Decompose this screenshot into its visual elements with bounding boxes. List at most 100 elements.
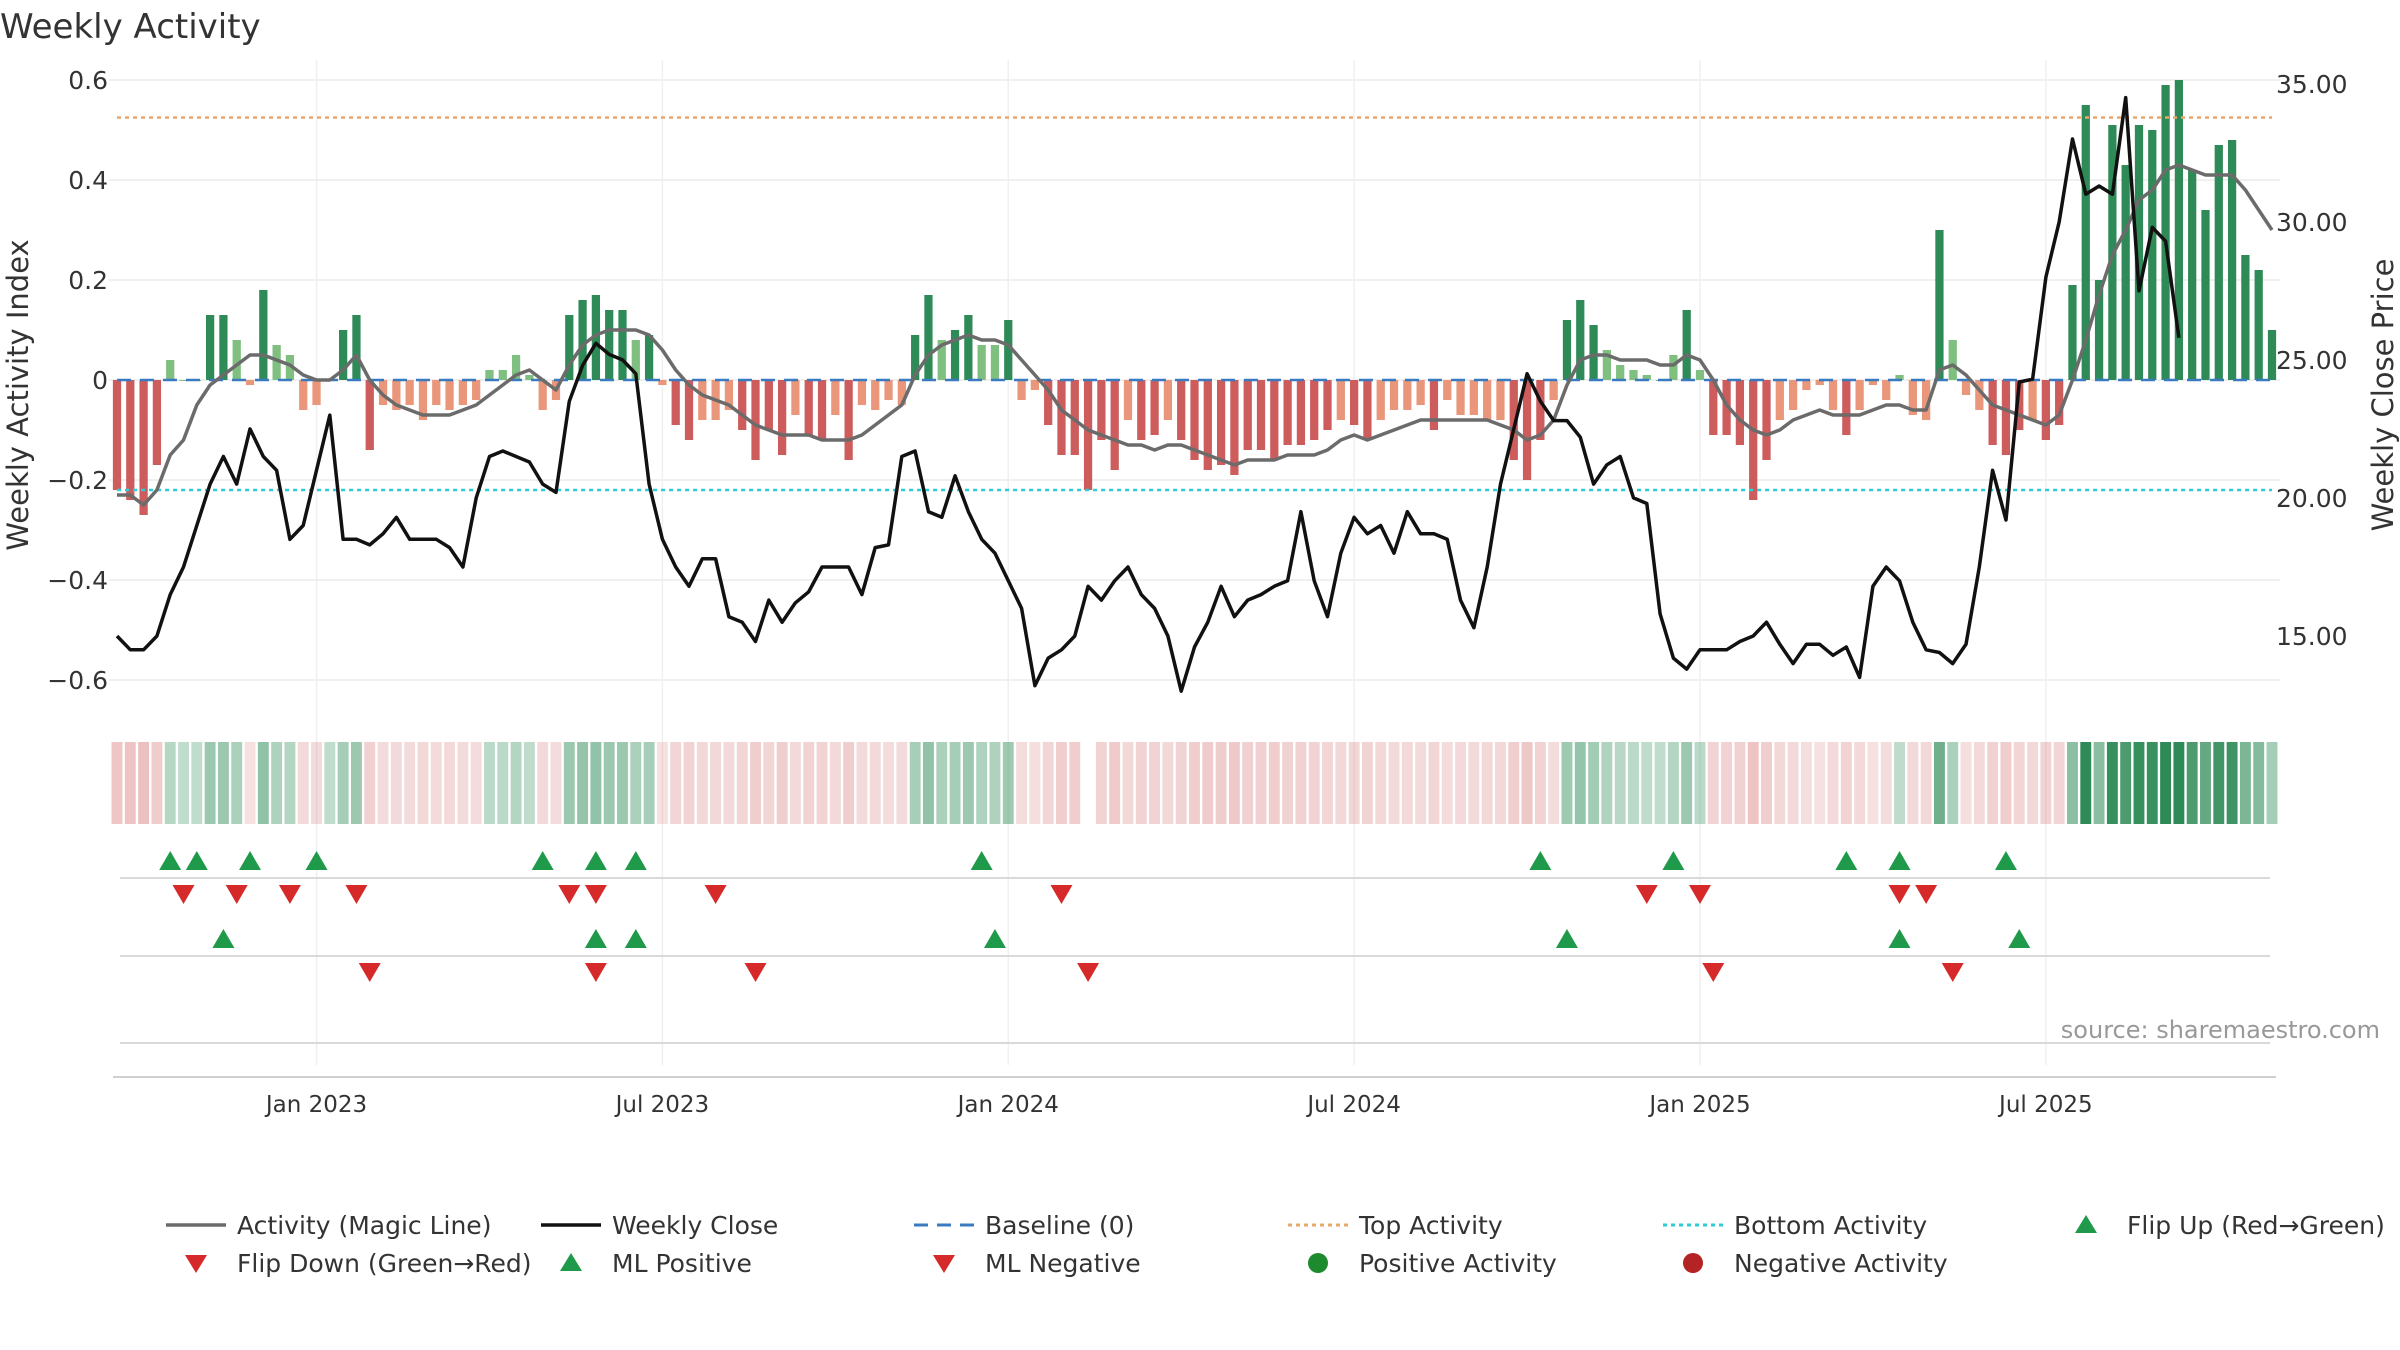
activity-bar [1243, 380, 1252, 450]
flip-up-marker [531, 851, 554, 870]
activity-bar [2041, 380, 2050, 440]
activity-strip-cell [1840, 742, 1852, 824]
reference-lines [117, 116, 2272, 492]
activity-strip-cell [2186, 742, 2198, 824]
y-tick-label: 0.2 [68, 266, 108, 295]
activity-bar [817, 380, 827, 440]
activity-bar [485, 370, 494, 380]
activity-strip-cell [1641, 742, 1653, 824]
activity-bar [1097, 380, 1106, 440]
activity-bar [1296, 380, 1306, 445]
activity-strip-cell [1308, 742, 1320, 824]
legend-swatch [1308, 1253, 1328, 1273]
activity-strip-cell [204, 742, 216, 824]
activity-bar [339, 330, 348, 380]
y-tick-label: −0.6 [47, 666, 108, 695]
activity-strip-cell [883, 742, 894, 824]
series-lines [115, 95, 2274, 693]
activity-strip-cell [1135, 742, 1147, 824]
activity-bar [1110, 380, 1119, 470]
activity-bar [1203, 380, 1212, 470]
flip-down-marker [584, 885, 607, 904]
source-note: source: sharemaestro.com [2061, 1016, 2380, 1044]
activity-strip-cell [776, 742, 788, 824]
activity-strip-cell [1920, 742, 1932, 824]
activity-strip-cell [563, 742, 575, 824]
gridlines [109, 60, 2280, 1065]
activity-bar [1788, 380, 1798, 410]
activity-strip-cell [484, 742, 495, 824]
ml-positive-marker [584, 929, 607, 948]
activity-bar [405, 380, 414, 405]
activity-bar [299, 380, 308, 410]
activity-bar [472, 380, 481, 400]
x-tick-label: Jan 2024 [956, 1092, 1059, 1118]
ml-negative-marker [358, 963, 381, 982]
legend-label: Flip Up (Red→Green) [2127, 1211, 2385, 1240]
activity-strip-cell [843, 742, 855, 824]
activity-bar [1536, 380, 1545, 440]
activity-strip-cell [1854, 742, 1866, 824]
activity-bar [1469, 380, 1478, 415]
y-tick-label: 0.6 [68, 66, 108, 95]
activity-bar [1589, 325, 1598, 380]
activity-bar [1057, 380, 1066, 455]
activity-bar [1815, 380, 1824, 385]
activity-strip-cell [2013, 742, 2025, 824]
activity-strip-cell [2200, 742, 2211, 824]
activity-bar [2001, 380, 2011, 455]
activity-strip-cell [1907, 742, 1919, 824]
activity-strip-cell [1601, 742, 1613, 824]
activity-bar [2068, 285, 2077, 380]
flip-up-marker [624, 851, 647, 870]
activity-bar [1629, 370, 1638, 380]
activity-strip-cell [297, 742, 309, 824]
activity-strip-cell [1933, 742, 1945, 824]
activity-strip-cell [1774, 742, 1786, 824]
activity-bar [152, 380, 162, 465]
activity-strip-cell [1481, 742, 1493, 824]
flip-down-marker [345, 885, 368, 904]
activity-strip-cell [1973, 742, 1985, 824]
activity-strip-cell [1534, 742, 1546, 824]
activity-bar [1216, 380, 1226, 465]
activity-bar [1882, 380, 1891, 400]
activity-bar [1376, 380, 1385, 420]
activity-strip-cell [1388, 742, 1400, 824]
activity-strip [111, 742, 2278, 824]
activity-bar [658, 380, 667, 385]
y2-tick-label: 30.00 [2276, 208, 2348, 237]
activity-bar [1642, 375, 1651, 380]
activity-bar [1988, 380, 1997, 445]
activity-bar [1083, 380, 1093, 490]
legend-swatch [185, 1255, 207, 1273]
x-tick-label: Jan 2023 [264, 1092, 367, 1118]
activity-bar [1483, 380, 1492, 420]
activity-strip-cell [989, 742, 1001, 824]
activity-bar [565, 315, 574, 380]
activity-bar [1456, 380, 1465, 415]
activity-bar [831, 380, 840, 415]
activity-bar [1695, 370, 1705, 380]
activity-bar [392, 380, 401, 410]
activity-strip-cell [1056, 742, 1067, 824]
activity-strip-cell [1987, 742, 1999, 824]
legend-label: Baseline (0) [985, 1211, 1134, 1240]
activity-bar [219, 315, 228, 380]
legend-swatch [560, 1253, 582, 1271]
activity-strip-cell [1628, 742, 1639, 824]
legend-label: Negative Activity [1734, 1249, 1948, 1278]
weekly-close-series [115, 95, 2181, 693]
y2-tick-label: 20.00 [2276, 484, 2348, 513]
activity-bar [1562, 320, 1572, 380]
y-axis-label: Weekly Activity Index [1, 239, 35, 550]
activity-bar [605, 310, 614, 380]
activity-strip-cell [1348, 742, 1360, 824]
flip-down-marker [1688, 885, 1711, 904]
activity-strip-cell [1189, 742, 1200, 824]
activity-bar [1389, 380, 1399, 410]
activity-bar [724, 380, 734, 410]
activity-bar [2055, 380, 2064, 425]
flip-down-marker [1888, 885, 1911, 904]
flip-up-marker [584, 851, 607, 870]
